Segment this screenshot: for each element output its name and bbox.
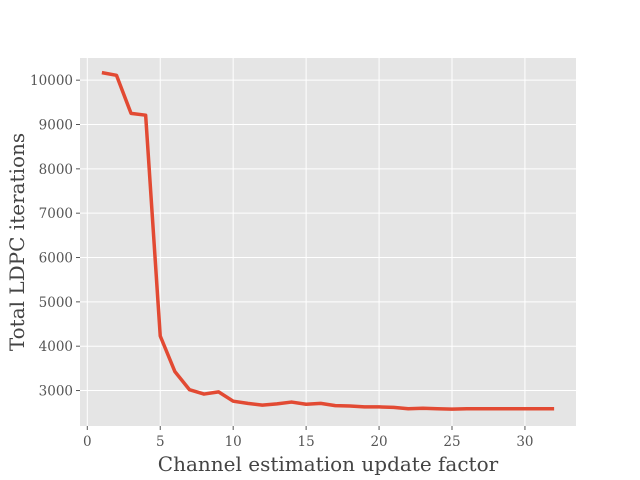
x-tick-label: 0 (83, 434, 92, 450)
y-tick-label: 3000 (39, 384, 73, 400)
y-axis-label: Total LDPC iterations (5, 133, 29, 351)
y-tick-label: 10000 (30, 73, 73, 89)
y-tick-label: 9000 (39, 118, 73, 134)
x-axis-ticks: 0 5 10 15 20 25 30 (83, 426, 534, 450)
x-gridlines (86, 58, 526, 426)
y-tick-label: 7000 (39, 206, 73, 222)
x-axis-label: Channel estimation update factor (158, 452, 499, 476)
y-tick-label: 6000 (39, 251, 73, 267)
y-tick-label: 4000 (39, 339, 73, 355)
x-tick-label: 30 (516, 434, 533, 450)
y-tick-label: 8000 (39, 162, 73, 178)
plot-background (80, 58, 576, 426)
x-tick-label: 10 (225, 434, 242, 450)
x-tick-label: 25 (443, 434, 460, 450)
y-axis-ticks: 3000 4000 5000 6000 7000 8000 9000 10000 (30, 73, 80, 400)
series-group (101, 70, 555, 411)
series-line (101, 70, 555, 411)
x-tick-label: 15 (298, 434, 315, 450)
x-tick-label: 20 (370, 434, 387, 450)
x-tick-label: 5 (156, 434, 165, 450)
y-tick-label: 5000 (39, 295, 73, 311)
